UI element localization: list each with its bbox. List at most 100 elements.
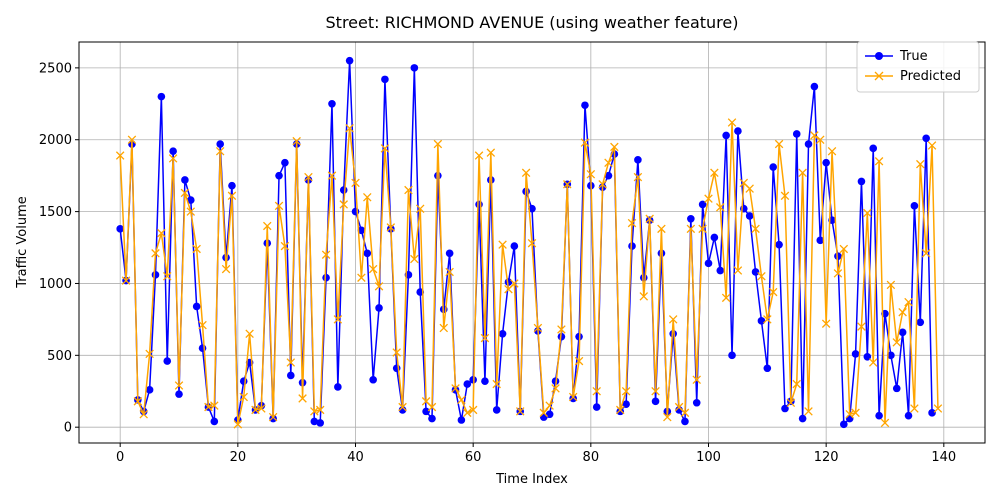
point-true: [816, 236, 825, 245]
point-predicted: [280, 241, 290, 251]
point-predicted: [710, 168, 719, 178]
point-true: [751, 268, 760, 276]
point-predicted: [274, 201, 284, 211]
point-predicted: [668, 315, 678, 324]
point-true: [798, 414, 807, 423]
y-axis-label: Traffic Volume: [15, 196, 30, 289]
point-true: [239, 377, 248, 385]
point-predicted: [474, 151, 484, 160]
point-predicted: [898, 307, 907, 317]
point-true: [569, 394, 577, 403]
point-predicted: [186, 207, 196, 216]
point-predicted: [686, 224, 696, 234]
point-predicted: [557, 325, 566, 334]
point-predicted: [727, 118, 737, 127]
point-predicted: [315, 405, 325, 415]
point-true: [381, 75, 389, 84]
point-true: [769, 163, 778, 171]
point-predicted: [851, 408, 860, 418]
point-predicted: [704, 194, 713, 203]
point-true: [657, 249, 666, 258]
point-true: [669, 329, 677, 338]
x-tick-label: 0: [116, 450, 124, 465]
plot-frame: [78, 41, 986, 444]
point-true: [681, 417, 689, 426]
y-tick-label: 1500: [39, 205, 72, 220]
point-predicted: [663, 412, 672, 422]
point-predicted: [192, 244, 201, 254]
point-predicted: [433, 139, 443, 149]
point-true: [792, 130, 801, 138]
point-predicted: [810, 131, 819, 140]
point-true: [281, 158, 289, 167]
point-true: [169, 147, 177, 156]
point-predicted: [480, 333, 490, 343]
point-true: [186, 196, 195, 204]
point-true: [498, 329, 507, 338]
point-predicted: [586, 169, 596, 179]
point-true: [198, 344, 207, 352]
point-true: [357, 226, 366, 235]
point-predicted: [657, 224, 666, 234]
point-true: [322, 273, 330, 282]
point-predicted: [174, 381, 184, 390]
point-predicted: [162, 272, 172, 281]
point-predicted: [615, 405, 625, 415]
point-true: [457, 416, 466, 424]
point-predicted: [757, 272, 766, 281]
point-predicted: [145, 349, 154, 359]
point-predicted: [751, 224, 760, 234]
point-predicted: [816, 135, 825, 144]
point-predicted: [839, 244, 849, 254]
point-predicted: [639, 292, 649, 301]
point-predicted: [386, 223, 396, 232]
point-predicted: [868, 358, 878, 367]
point-predicted: [492, 379, 501, 389]
point-predicted: [798, 168, 807, 178]
point-predicted: [398, 402, 407, 412]
point-true: [410, 64, 419, 72]
point-predicted: [374, 282, 384, 291]
point-true: [775, 240, 783, 249]
point-predicted: [545, 401, 554, 410]
point-predicted: [780, 191, 790, 201]
point-predicted: [245, 329, 254, 339]
x-tick-label: 40: [347, 450, 364, 465]
point-true: [822, 158, 830, 167]
point-predicted: [921, 249, 931, 258]
point-predicted: [768, 287, 778, 297]
point-true: [781, 404, 789, 413]
point-predicted: [627, 218, 637, 228]
axis-ticks: 0 20 40 60 80 100 120 140 0 500 1000 1500 2000 2500: [39, 61, 956, 465]
point-predicted: [721, 293, 731, 303]
point-true: [286, 371, 295, 380]
point-true: [492, 406, 501, 414]
point-predicted: [621, 386, 631, 396]
chart-title: Street: RICHMOND AVENUE (using weather f…: [326, 13, 739, 32]
point-true: [692, 398, 701, 407]
point-true: [851, 350, 860, 358]
legend-true-marker: [875, 52, 883, 60]
point-predicted: [515, 407, 525, 416]
point-true: [904, 411, 913, 420]
point-true: [834, 252, 842, 260]
point-true: [763, 364, 772, 373]
point-predicted: [651, 386, 660, 396]
point-true: [216, 140, 224, 148]
point-predicted: [198, 320, 207, 330]
point-predicted: [127, 135, 137, 144]
point-true: [422, 407, 430, 416]
point-true: [634, 156, 642, 164]
x-tick-label: 120: [814, 450, 839, 465]
point-true: [810, 82, 819, 91]
point-predicted: [916, 159, 925, 169]
legend-box: [856, 41, 980, 93]
point-predicted: [304, 172, 313, 182]
point-true: [151, 271, 160, 279]
point-predicted: [115, 151, 125, 160]
point-predicted: [827, 146, 837, 156]
point-predicted: [874, 157, 884, 166]
point-true: [857, 177, 866, 186]
point-predicted: [210, 401, 219, 410]
point-true: [375, 304, 383, 312]
